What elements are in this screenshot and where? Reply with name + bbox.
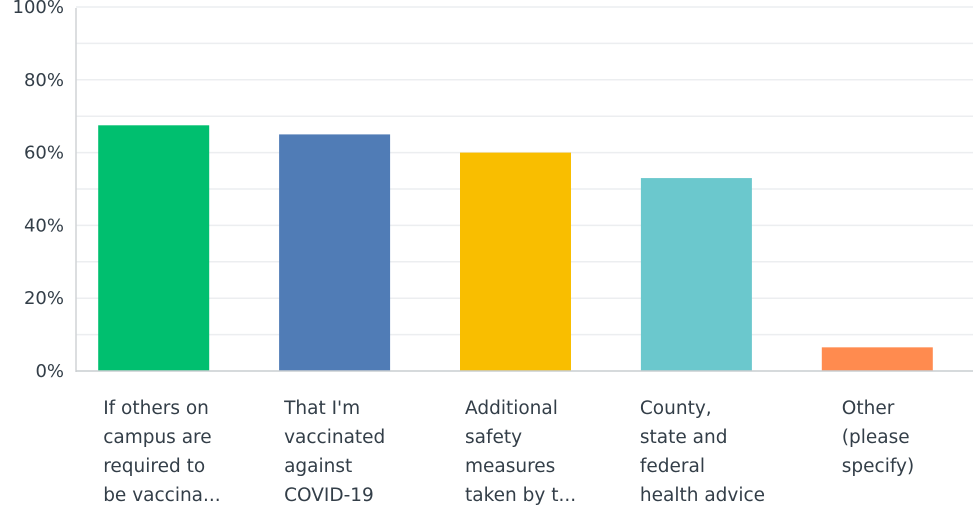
x-tick-label-line: state and <box>639 427 728 448</box>
x-tick-label-line: If others on <box>103 398 209 419</box>
bar <box>640 178 752 371</box>
y-axis-ticks: 0% 20% 40% 60% 80% 100% <box>13 0 64 382</box>
y-tick-label: 80% <box>24 70 64 91</box>
x-tick-label-line: That I'm <box>284 398 361 419</box>
x-tick-label-line: County, <box>639 398 712 419</box>
x-tick-label-line: campus are <box>103 427 212 448</box>
x-tick-label: Other (please specify) <box>842 394 973 481</box>
y-tick-label: 20% <box>24 288 64 309</box>
x-tick-label-line: federal <box>639 456 705 477</box>
x-tick-label-line: taken by t... <box>465 485 577 506</box>
y-tick-label: 100% <box>13 0 64 18</box>
y-tick-label: 60% <box>24 143 64 164</box>
x-tick-label-line: safety <box>465 427 523 448</box>
y-tick-label: 40% <box>24 215 64 236</box>
x-tick-label-line: be vaccina... <box>103 485 221 506</box>
bar <box>98 125 210 371</box>
x-tick-label-line: measures <box>465 456 556 477</box>
x-tick-label-line: against <box>284 456 353 477</box>
x-tick-label-line: Additional <box>465 398 558 419</box>
x-tick-label: County, state and federal health advice <box>640 394 790 510</box>
x-tick-label: If others on campus are required to be vacc… <box>103 394 253 510</box>
bar <box>460 152 571 371</box>
x-tick-label: Additional safety measures taken by t... <box>465 394 615 510</box>
bar <box>279 134 391 371</box>
y-tick-label: 0% <box>35 361 64 382</box>
x-tick-label-line: specify) <box>841 456 915 477</box>
x-tick-label-line: Other <box>841 398 895 419</box>
x-tick-label-line: required to <box>103 456 206 477</box>
x-tick-label-line: (please <box>841 427 910 448</box>
bars <box>98 125 933 371</box>
bar <box>821 347 933 371</box>
x-tick-label-line: COVID-19 <box>284 485 374 506</box>
x-tick-label: That I'm vaccinated against COVID-19 <box>284 394 434 510</box>
x-tick-label-line: health advice <box>639 485 766 506</box>
x-tick-label-line: vaccinated <box>284 427 386 448</box>
